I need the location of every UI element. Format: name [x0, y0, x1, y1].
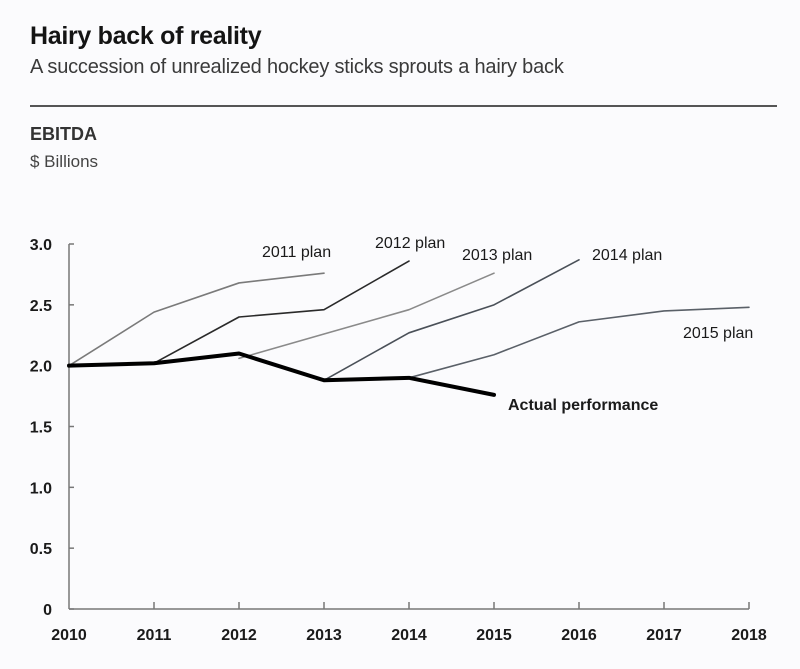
- series-labels: 2011 plan 2012 plan 2013 plan 2014 plan 2015…: [262, 235, 753, 414]
- x-tick-label: 2014: [391, 627, 427, 644]
- y-tick-label: 2.5: [30, 298, 52, 315]
- header-divider: [30, 105, 777, 107]
- x-tick-label: 2017: [646, 627, 682, 644]
- y-tick-label: 1.5: [30, 420, 52, 437]
- series-label-2015-plan: 2015 plan: [683, 325, 753, 342]
- series-label-2014-plan: 2014 plan: [592, 247, 662, 264]
- chart-title: Hairy back of reality: [30, 22, 262, 50]
- y-tick-label: 1.0: [30, 480, 52, 497]
- x-tick-label: 2015: [476, 627, 512, 644]
- y-tick-label: 0: [43, 602, 52, 619]
- y-tick-label: 3.0: [30, 237, 52, 254]
- axes: 0 0.5 1.0 1.5 2.0 2.5 3.0 2010 2011 2012 2013 2014 2…: [30, 237, 767, 644]
- series-line-actual-performance: [67, 351, 496, 397]
- x-tick-label: 2012: [221, 627, 257, 644]
- series-label-2013-plan: 2013 plan: [462, 247, 532, 264]
- unit-label: $ Billions: [30, 152, 99, 171]
- series-lines: [67, 259, 750, 397]
- y-tick-label: 0.5: [30, 541, 52, 558]
- x-tick-label: 2013: [306, 627, 342, 644]
- y-tick-label: 2.0: [30, 359, 52, 376]
- chart-subtitle: A succession of unrealized hockey sticks…: [30, 56, 564, 78]
- x-tick-label: 2018: [731, 627, 767, 644]
- series-line-2012-plan: [153, 260, 410, 365]
- series-line-2013-plan: [238, 272, 495, 360]
- x-tick-label: 2016: [561, 627, 597, 644]
- x-tick-label: 2010: [51, 627, 87, 644]
- series-line-2014-plan: [323, 259, 580, 382]
- series-label-2012-plan: 2012 plan: [375, 235, 445, 252]
- series-line-2015-plan: [408, 306, 750, 379]
- series-label-actual-performance: Actual performance: [508, 397, 658, 414]
- series-line-2011-plan: [68, 272, 325, 367]
- x-tick-label: 2011: [137, 627, 172, 644]
- series-label-2011-plan: 2011 plan: [262, 244, 331, 261]
- metric-label: EBITDA: [30, 124, 97, 144]
